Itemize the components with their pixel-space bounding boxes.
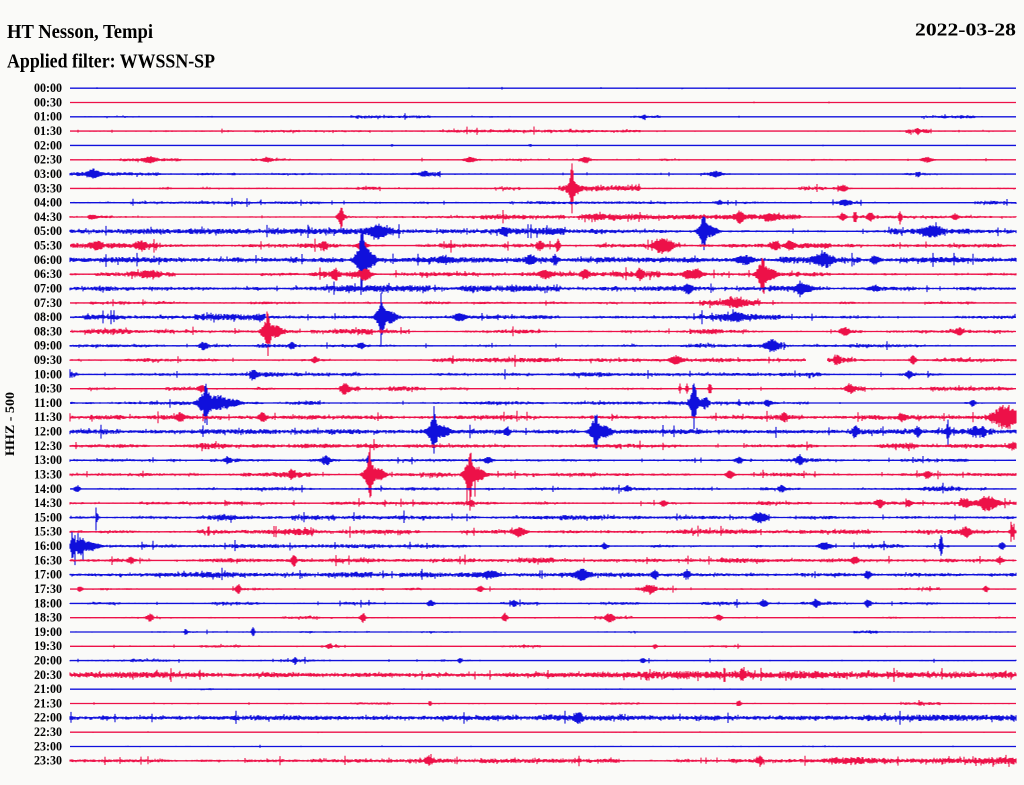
svg-text:21:30: 21:30	[34, 695, 62, 710]
svg-text:22:30: 22:30	[34, 724, 62, 739]
svg-text:21:00: 21:00	[34, 681, 62, 696]
svg-text:HHZ - 500: HHZ - 500	[2, 392, 17, 456]
svg-text:05:00: 05:00	[34, 223, 62, 238]
svg-text:00:30: 00:30	[34, 94, 62, 109]
svg-text:23:30: 23:30	[34, 753, 62, 768]
svg-text:11:00: 11:00	[34, 395, 62, 410]
svg-text:19:30: 19:30	[34, 638, 62, 653]
svg-text:09:00: 09:00	[34, 338, 62, 353]
svg-text:15:30: 15:30	[34, 524, 62, 539]
svg-text:00:00: 00:00	[34, 80, 62, 95]
svg-text:06:00: 06:00	[34, 252, 62, 267]
svg-text:05:30: 05:30	[34, 238, 62, 253]
svg-text:12:00: 12:00	[34, 424, 62, 439]
svg-text:Applied filter: WWSSN-SP: Applied filter: WWSSN-SP	[7, 51, 215, 73]
svg-text:17:30: 17:30	[34, 581, 62, 596]
svg-text:01:30: 01:30	[34, 123, 62, 138]
svg-text:10:30: 10:30	[34, 381, 62, 396]
svg-text:16:30: 16:30	[34, 552, 62, 567]
svg-text:03:00: 03:00	[34, 166, 62, 181]
svg-text:07:00: 07:00	[34, 280, 62, 295]
svg-text:2022-03-28: 2022-03-28	[915, 20, 1016, 40]
svg-text:01:00: 01:00	[34, 109, 62, 124]
svg-text:17:00: 17:00	[34, 567, 62, 582]
svg-text:14:30: 14:30	[34, 495, 62, 510]
svg-text:02:30: 02:30	[34, 152, 62, 167]
svg-text:22:00: 22:00	[34, 710, 62, 725]
svg-text:07:30: 07:30	[34, 295, 62, 310]
svg-text:15:00: 15:00	[34, 509, 62, 524]
svg-text:11:30: 11:30	[34, 409, 62, 424]
svg-text:18:30: 18:30	[34, 610, 62, 625]
svg-text:10:00: 10:00	[34, 366, 62, 381]
svg-text:20:00: 20:00	[34, 653, 62, 668]
svg-text:08:30: 08:30	[34, 323, 62, 338]
svg-text:06:30: 06:30	[34, 266, 62, 281]
svg-text:19:00: 19:00	[34, 624, 62, 639]
svg-text:HT Nesson, Tempi: HT Nesson, Tempi	[7, 21, 153, 43]
svg-text:09:30: 09:30	[34, 352, 62, 367]
svg-text:14:00: 14:00	[34, 481, 62, 496]
svg-text:02:00: 02:00	[34, 137, 62, 152]
svg-text:13:30: 13:30	[34, 467, 62, 482]
svg-text:16:00: 16:00	[34, 538, 62, 553]
svg-text:08:00: 08:00	[34, 309, 62, 324]
svg-text:20:30: 20:30	[34, 667, 62, 682]
svg-text:23:00: 23:00	[34, 738, 62, 753]
svg-text:03:30: 03:30	[34, 180, 62, 195]
svg-text:13:00: 13:00	[34, 452, 62, 467]
svg-text:04:30: 04:30	[34, 209, 62, 224]
svg-text:18:00: 18:00	[34, 595, 62, 610]
svg-text:12:30: 12:30	[34, 438, 62, 453]
svg-text:04:00: 04:00	[34, 195, 62, 210]
